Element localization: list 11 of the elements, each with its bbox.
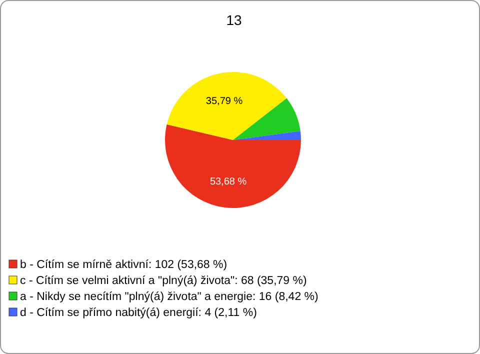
data-label: 35,79 % — [206, 96, 243, 108]
pie-slice — [233, 131, 301, 140]
pie-slice — [233, 98, 300, 140]
legend-label: a - Nikdy se necítím "plný(á) života" a energie: 16 (8,42 %) — [20, 291, 319, 303]
chart-title: 13 — [226, 12, 242, 28]
pie-slice — [165, 124, 301, 208]
data-label: 53,68 % — [210, 176, 247, 188]
pie-slice — [166, 72, 287, 140]
legend-label: c - Cítím se velmi aktivní a "plný(á) života": 68 (35,79 %) — [20, 275, 307, 287]
legend-label: b - Cítím se mírně aktivní: 102 (53,68 %) — [20, 259, 228, 271]
legend-label: d - Cítím se přímo nabitý(á) energií: 4 (2,11 %) — [20, 307, 258, 319]
